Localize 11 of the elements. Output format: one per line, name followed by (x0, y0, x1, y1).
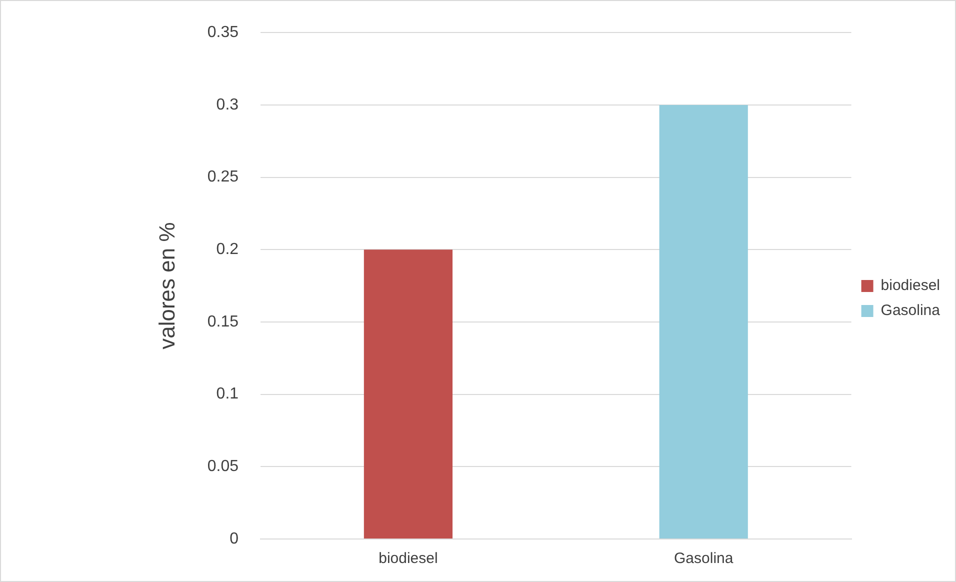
y-tick-label: 0.05 (207, 458, 239, 476)
y-axis-title: valores en % (154, 222, 180, 350)
y-tick-label: 0.15 (207, 313, 239, 330)
y-tick-label: 0.2 (216, 241, 239, 258)
y-tick-label: 0.35 (207, 24, 239, 42)
y-tick-label: 0 (230, 530, 239, 548)
y-tick-label: 0.1 (216, 386, 239, 403)
legend-label: biodiesel (880, 277, 940, 294)
legend-label: Gasolina (880, 302, 941, 320)
y-tick-label: 0.3 (216, 96, 239, 114)
y-tick-label: 0.25 (207, 168, 239, 186)
